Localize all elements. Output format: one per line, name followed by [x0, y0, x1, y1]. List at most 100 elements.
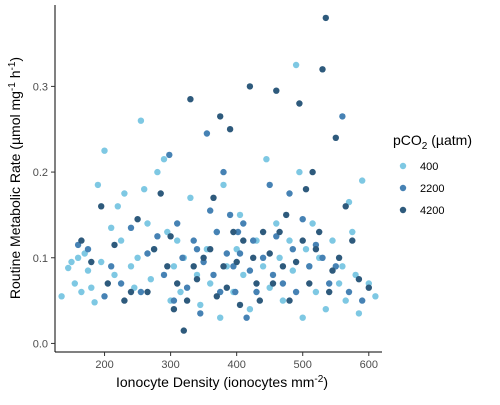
data-point-4200 — [256, 297, 263, 304]
data-point-400 — [174, 237, 181, 244]
data-point-2200 — [259, 254, 267, 261]
data-point-4200 — [250, 254, 257, 261]
data-point-4200 — [266, 250, 273, 257]
data-point-4200 — [335, 254, 343, 261]
data-point-4200 — [144, 288, 151, 296]
data-point-4200 — [226, 126, 234, 133]
data-point-400 — [68, 258, 75, 266]
data-point-4200 — [127, 288, 135, 296]
data-point-400 — [299, 314, 306, 321]
data-point-400 — [349, 228, 356, 236]
data-point-400 — [329, 237, 336, 244]
data-point-4200 — [233, 258, 240, 266]
data-point-2200 — [345, 288, 353, 296]
data-point-2200 — [179, 254, 186, 261]
legend-label-2200: 2200 — [420, 183, 444, 195]
data-point-400 — [292, 61, 300, 69]
data-point-2200 — [174, 220, 181, 227]
data-point-400 — [197, 301, 204, 309]
data-point-4200 — [240, 237, 247, 244]
data-point-4200 — [273, 87, 280, 94]
data-point-400 — [322, 306, 329, 313]
data-point-2200 — [223, 250, 230, 257]
data-point-2200 — [326, 280, 333, 287]
data-point-400 — [263, 156, 270, 163]
data-point-400 — [74, 254, 82, 261]
data-point-400 — [114, 203, 122, 210]
x-tick-label: 300 — [161, 359, 179, 371]
y-tick-label: 0.3 — [33, 81, 48, 93]
data-point-400 — [108, 224, 115, 231]
data-point-2200 — [250, 237, 257, 244]
data-point-400 — [144, 220, 151, 227]
data-point-4200 — [276, 228, 283, 236]
data-point-4200 — [355, 276, 363, 283]
ticks-layer: 200 300 400 500 600 0.0 0.1 0.2 0.3 — [33, 81, 378, 371]
data-point-2200 — [220, 168, 227, 176]
data-point-4200 — [223, 284, 230, 291]
data-point-2200 — [183, 284, 191, 291]
data-point-400 — [236, 211, 244, 219]
data-point-2200 — [190, 237, 197, 244]
data-point-400 — [259, 263, 267, 270]
x-tick-label: 500 — [294, 359, 312, 371]
data-point-4200 — [309, 168, 316, 176]
data-point-4200 — [187, 96, 194, 103]
data-point-4200 — [98, 203, 105, 210]
data-point-2200 — [197, 310, 204, 317]
data-point-400 — [302, 246, 310, 253]
data-point-4200 — [283, 211, 290, 219]
data-point-2200 — [292, 288, 300, 296]
data-point-2200 — [253, 288, 260, 296]
data-point-2200 — [299, 216, 306, 223]
data-point-400 — [217, 314, 224, 321]
legend: pCO2 (µatm) 400 2200 4200 — [393, 132, 472, 217]
data-point-4200 — [236, 301, 244, 309]
y-tick-label: 0.0 — [33, 338, 48, 350]
data-point-400 — [147, 276, 154, 283]
data-point-400 — [207, 280, 214, 287]
data-point-4200 — [296, 100, 303, 107]
data-point-4200 — [210, 194, 217, 201]
y-axis-title: Routine Metabolic Rate (µmol mg-1 h-1) — [7, 57, 23, 299]
legend-marker-400 — [399, 162, 407, 170]
data-point-4200 — [174, 280, 181, 287]
data-point-2200 — [213, 228, 220, 236]
data-point-4200 — [213, 293, 220, 300]
data-point-4200 — [349, 237, 356, 244]
x-tick-label: 200 — [95, 359, 113, 371]
data-point-2200 — [101, 293, 108, 300]
data-point-2200 — [279, 280, 287, 287]
data-point-400 — [58, 293, 65, 300]
x-axis-title: Ionocyte Density (ionocytes mm-2) — [116, 374, 328, 390]
data-point-4200 — [253, 280, 260, 287]
data-point-4200 — [312, 246, 320, 253]
data-point-4200 — [193, 276, 201, 283]
data-point-400 — [246, 306, 254, 313]
data-point-4200 — [183, 297, 191, 304]
data-point-4200 — [111, 241, 118, 249]
data-point-400 — [94, 181, 102, 189]
data-point-400 — [289, 267, 296, 274]
data-point-2200 — [217, 288, 224, 296]
x-tick-label: 600 — [360, 359, 378, 371]
data-point-400 — [342, 297, 349, 304]
data-point-2200 — [234, 228, 242, 236]
data-point-4200 — [220, 263, 227, 270]
data-point-400 — [359, 177, 366, 184]
data-point-4200 — [164, 263, 171, 270]
data-point-2200 — [246, 267, 254, 274]
data-point-4200 — [217, 113, 224, 120]
data-point-400 — [134, 254, 141, 261]
data-point-400 — [154, 168, 161, 176]
data-point-400 — [84, 267, 92, 274]
data-point-2200 — [203, 130, 211, 137]
data-point-4200 — [365, 284, 372, 291]
data-point-400 — [339, 263, 346, 270]
data-point-4200 — [306, 280, 313, 287]
data-point-400 — [279, 297, 287, 304]
data-point-2200 — [210, 271, 217, 279]
data-point-4200 — [180, 327, 187, 334]
data-point-400 — [273, 220, 280, 227]
